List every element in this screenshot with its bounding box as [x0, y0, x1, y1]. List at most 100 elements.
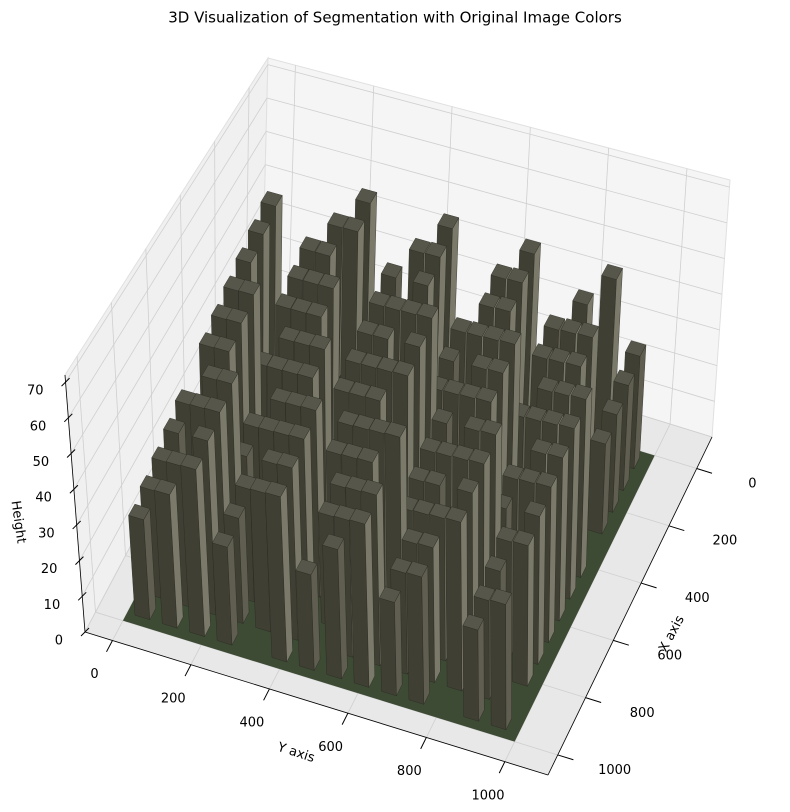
- building-top: [570, 383, 593, 400]
- building-top: [325, 438, 348, 456]
- building-top: [300, 394, 323, 411]
- building-top: [547, 442, 569, 459]
- y-tick: [106, 640, 113, 653]
- building-top: [299, 236, 322, 253]
- z-tick-label: 70: [27, 384, 44, 399]
- building-top: [408, 237, 431, 254]
- building-top: [553, 380, 576, 397]
- y-tick: [184, 664, 192, 677]
- building-side: [406, 572, 425, 705]
- x-tick-label: 600: [657, 648, 682, 663]
- building-top: [417, 531, 440, 549]
- building-top: [490, 263, 513, 280]
- building-top: [372, 323, 395, 340]
- z-tick: [75, 556, 84, 565]
- building-top: [613, 369, 635, 386]
- grid-line: [73, 164, 266, 490]
- building-top: [524, 500, 546, 517]
- building-top: [543, 314, 566, 331]
- building-top: [216, 368, 239, 385]
- building-top: [542, 409, 564, 426]
- building-top: [333, 504, 356, 521]
- y-tick: [498, 761, 506, 774]
- building-top: [314, 240, 337, 257]
- building-top: [364, 385, 387, 402]
- building-top: [290, 297, 313, 314]
- grid-line: [70, 131, 267, 454]
- building-top: [266, 354, 289, 371]
- y-tick-label: 600: [318, 740, 343, 755]
- building-top: [238, 279, 261, 296]
- building-top: [322, 533, 345, 550]
- z-tick-label: 20: [41, 562, 58, 577]
- x-tick: [585, 697, 602, 703]
- building-top: [345, 348, 367, 365]
- building-top: [327, 212, 350, 229]
- building-top: [535, 471, 558, 488]
- building-side: [445, 517, 463, 692]
- z-tick: [66, 449, 76, 458]
- z-tick: [72, 520, 82, 530]
- x-axis-label: X axis: [656, 613, 688, 655]
- building-side: [379, 597, 397, 697]
- building-top: [341, 442, 364, 460]
- building-top: [128, 503, 151, 521]
- z-tick-label: 40: [35, 491, 52, 506]
- building-top: [438, 345, 461, 363]
- z-tick: [63, 413, 73, 423]
- building-top: [466, 321, 489, 338]
- building-top: [276, 452, 299, 469]
- y-tick-label: 200: [161, 691, 186, 706]
- building-top: [247, 219, 271, 235]
- building-top: [437, 213, 460, 230]
- building-top: [180, 453, 203, 470]
- x-tick-label: 400: [685, 591, 710, 606]
- building-top: [345, 475, 368, 492]
- building-top: [462, 614, 485, 631]
- building-top: [384, 295, 407, 312]
- building-top: [496, 526, 518, 543]
- building-top: [368, 290, 391, 307]
- chart-title: 3D Visualization of Segmentation with Or…: [168, 9, 622, 27]
- grid-line: [267, 64, 730, 188]
- building-top: [478, 292, 501, 309]
- building-side: [477, 618, 485, 722]
- building-top: [560, 318, 582, 335]
- grid-line: [266, 97, 728, 224]
- building-top: [223, 502, 246, 519]
- building-top: [537, 376, 559, 393]
- building-top: [213, 336, 236, 352]
- building-top: [406, 561, 429, 578]
- z-tick: [80, 627, 90, 637]
- building-top: [163, 417, 186, 434]
- building-top: [502, 463, 524, 480]
- building-top: [318, 273, 341, 289]
- building-top: [419, 436, 442, 454]
- building-top: [302, 269, 325, 285]
- x-axis-line: [547, 436, 713, 776]
- building-top: [281, 358, 304, 375]
- building-top: [349, 508, 372, 525]
- building-side: [462, 625, 479, 722]
- x-tick: [640, 582, 657, 589]
- z-tick: [69, 484, 79, 494]
- building-top: [487, 357, 510, 374]
- y-axis-label: Y axis: [275, 740, 317, 766]
- z-tick-label: 30: [38, 526, 55, 541]
- z-tick-label: 10: [44, 598, 61, 613]
- building-top: [431, 407, 454, 425]
- building-top: [309, 334, 332, 350]
- x-tick-label: 1000: [598, 763, 631, 778]
- x-tick: [668, 525, 685, 532]
- building-top: [445, 506, 468, 523]
- building-top: [450, 317, 472, 334]
- building-top: [376, 356, 399, 373]
- building-top: [456, 477, 479, 494]
- building-side: [490, 599, 507, 731]
- building-top: [565, 351, 588, 368]
- building-top: [329, 471, 352, 489]
- building-top: [572, 289, 594, 306]
- grid-line: [95, 611, 558, 756]
- z-tick: [61, 377, 70, 387]
- building-top: [288, 423, 311, 440]
